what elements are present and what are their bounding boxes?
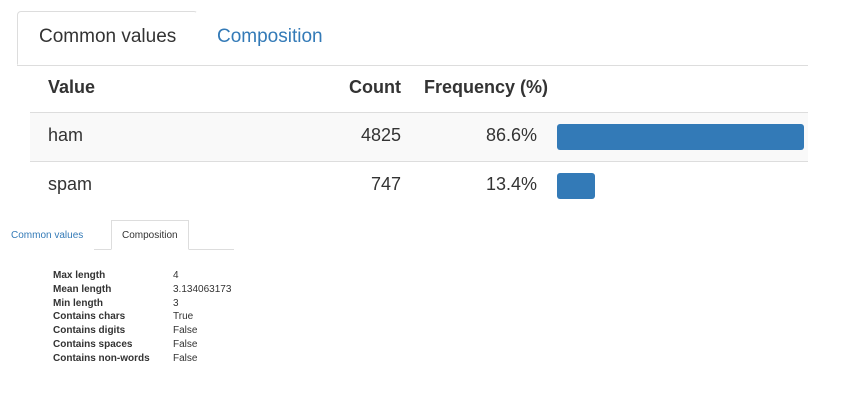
frequency-bar <box>557 173 596 199</box>
composition-value: 3 <box>173 297 179 309</box>
composition-value: False <box>173 325 198 337</box>
tab[interactable]: Common values <box>0 220 95 250</box>
tab-bar-line <box>17 65 808 66</box>
composition-key: Max length <box>53 270 106 281</box>
composition-key: Contains digits <box>53 325 126 337</box>
composition-value: 4 <box>173 270 179 281</box>
composition-key: Contains non-words <box>53 352 150 364</box>
row-divider <box>30 161 808 162</box>
frequency-bar <box>557 124 804 150</box>
header: Frequency (%) <box>424 77 549 97</box>
composition-value: 3.134063173 <box>173 283 232 295</box>
cell-count: 747 <box>370 174 401 194</box>
composition-value: False <box>173 339 198 350</box>
header: Count <box>349 77 401 97</box>
tab[interactable]: Composition <box>111 220 189 250</box>
cell-frequency: 86.6% <box>485 125 537 145</box>
cell-value: spam <box>48 174 93 194</box>
tab[interactable]: Composition <box>195 11 345 65</box>
composition-key: Contains spaces <box>53 339 133 350</box>
composition-value: True <box>173 311 194 323</box>
tab[interactable]: Common values <box>17 11 199 65</box>
composition-value: False <box>173 352 198 364</box>
cell-value: ham <box>48 125 84 145</box>
composition-key: Contains chars <box>53 311 126 323</box>
header: Value <box>48 77 96 97</box>
composition-key: Min length <box>53 297 103 309</box>
composition-key: Mean length <box>53 283 112 295</box>
cell-frequency: 13.4% <box>485 174 537 194</box>
cell-count: 4825 <box>360 125 401 145</box>
